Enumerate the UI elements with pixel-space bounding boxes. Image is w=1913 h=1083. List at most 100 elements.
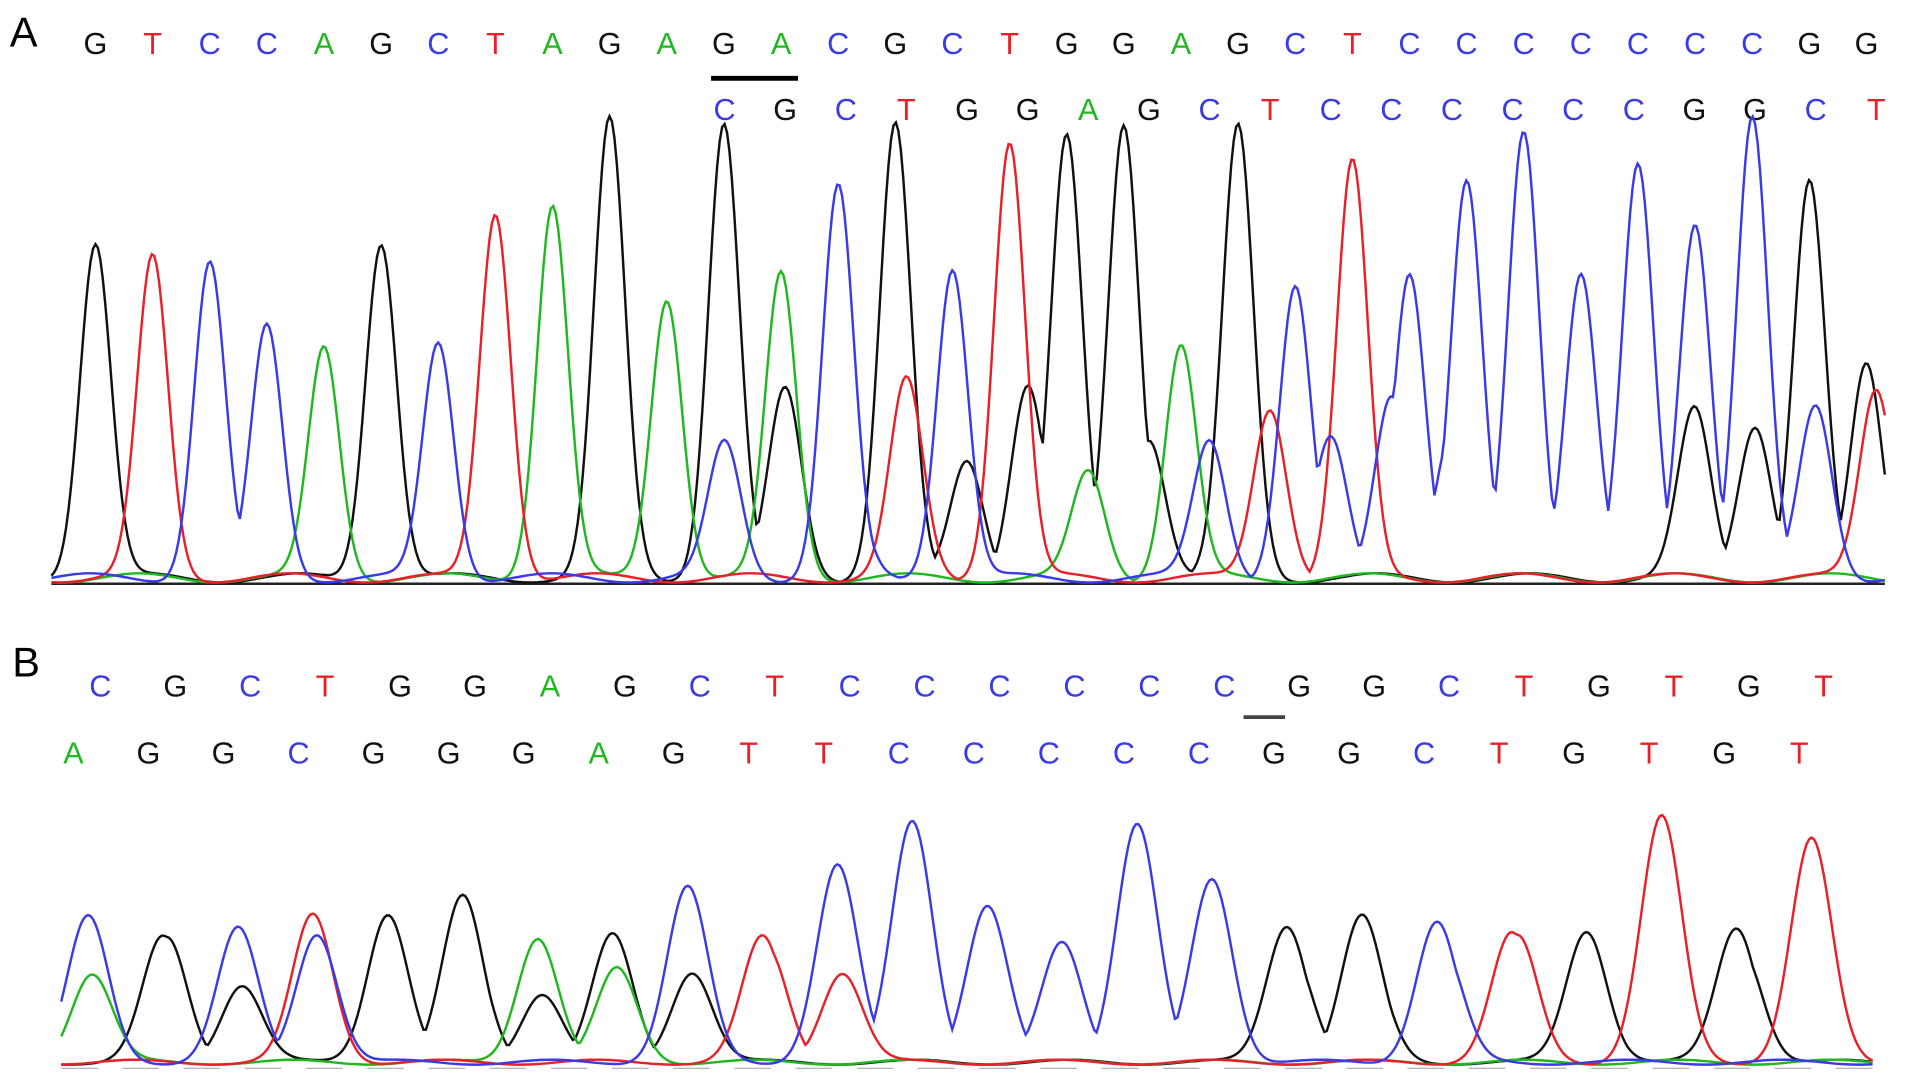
- base-call: G: [437, 737, 461, 771]
- base-call: C: [1320, 93, 1342, 127]
- base-call: C: [1570, 27, 1592, 61]
- base-call: C: [941, 27, 963, 61]
- base-call: C: [199, 27, 221, 61]
- base-call: G: [1737, 669, 1761, 703]
- base-call: G: [1337, 737, 1361, 771]
- base-call: A: [314, 27, 335, 61]
- base-call: C: [1188, 737, 1210, 771]
- panel-label: A: [10, 9, 38, 56]
- base-call: G: [1362, 669, 1386, 703]
- base-call: C: [888, 737, 910, 771]
- base-call: C: [839, 669, 861, 703]
- base-call: C: [1623, 93, 1645, 127]
- base-call: T: [1515, 669, 1534, 703]
- base-call: G: [598, 27, 622, 61]
- base-call: C: [988, 669, 1010, 703]
- base-call: C: [1741, 27, 1763, 61]
- base-call: T: [1814, 669, 1833, 703]
- base-call: C: [1513, 27, 1535, 61]
- base-call: G: [1016, 93, 1040, 127]
- base-call: A: [588, 737, 609, 771]
- base-call: G: [369, 27, 393, 61]
- base-call: T: [1490, 737, 1509, 771]
- base-call: C: [714, 93, 736, 127]
- base-call: C: [256, 27, 278, 61]
- base-call: C: [1138, 669, 1160, 703]
- base-call: G: [1287, 669, 1311, 703]
- base-call: T: [1790, 737, 1809, 771]
- base-call: G: [712, 27, 736, 61]
- base-call: T: [1640, 737, 1659, 771]
- base-call: A: [1171, 27, 1192, 61]
- base-call: C: [1805, 93, 1827, 127]
- base-call: C: [89, 669, 111, 703]
- base-call: T: [814, 737, 833, 771]
- base-call: C: [1441, 93, 1463, 127]
- base-call: C: [1438, 669, 1460, 703]
- base-call: T: [739, 737, 758, 771]
- base-call: G: [1226, 27, 1250, 61]
- base-call: C: [287, 737, 309, 771]
- base-call: C: [835, 93, 857, 127]
- base-call: C: [1284, 27, 1306, 61]
- base-call: C: [1063, 669, 1085, 703]
- base-call: G: [212, 737, 236, 771]
- base-call: G: [1743, 93, 1767, 127]
- base-call: C: [1038, 737, 1060, 771]
- base-call: G: [883, 27, 907, 61]
- base-call: G: [137, 737, 161, 771]
- base-call: C: [1413, 737, 1435, 771]
- base-call: A: [540, 669, 561, 703]
- trace: [61, 813, 1874, 1066]
- base-call: T: [1261, 93, 1280, 127]
- base-call: G: [955, 93, 979, 127]
- base-call: C: [913, 669, 935, 703]
- base-call: G: [613, 669, 637, 703]
- base-call: A: [771, 27, 792, 61]
- panel-label: B: [12, 639, 40, 686]
- base-call: C: [1456, 27, 1478, 61]
- base-call: G: [773, 93, 797, 127]
- base-call: C: [689, 669, 711, 703]
- base-call: G: [1137, 93, 1161, 127]
- base-call: T: [897, 93, 916, 127]
- base-call: T: [1343, 27, 1362, 61]
- base-call: G: [1712, 737, 1736, 771]
- base-call: T: [316, 669, 335, 703]
- base-call: T: [143, 27, 162, 61]
- base-call: C: [239, 669, 261, 703]
- base-call: T: [765, 669, 784, 703]
- base-call: A: [657, 27, 678, 61]
- base-call: G: [1055, 27, 1079, 61]
- base-call: G: [662, 737, 686, 771]
- base-call: C: [827, 27, 849, 61]
- base-call: A: [542, 27, 563, 61]
- base-call: G: [1262, 737, 1286, 771]
- base-call: G: [1855, 27, 1879, 61]
- base-call: G: [512, 737, 536, 771]
- base-call: C: [1562, 93, 1584, 127]
- base-call: G: [1797, 27, 1821, 61]
- base-call: T: [486, 27, 505, 61]
- base-call: T: [1867, 93, 1886, 127]
- trace: [51, 113, 1886, 584]
- base-call: T: [1000, 27, 1019, 61]
- base-call: C: [963, 737, 985, 771]
- base-call: G: [84, 27, 108, 61]
- base-call: C: [1502, 93, 1524, 127]
- base-call: A: [63, 737, 84, 771]
- trace: [60, 819, 1873, 1066]
- base-call: G: [463, 669, 487, 703]
- base-call: C: [1213, 669, 1235, 703]
- base-call: C: [1684, 27, 1706, 61]
- base-call: G: [1683, 93, 1707, 127]
- base-call: T: [1664, 669, 1683, 703]
- base-call: A: [1078, 93, 1099, 127]
- trace: [51, 142, 1887, 584]
- base-call: G: [362, 737, 386, 771]
- base-call: G: [388, 669, 412, 703]
- base-call: C: [1198, 93, 1220, 127]
